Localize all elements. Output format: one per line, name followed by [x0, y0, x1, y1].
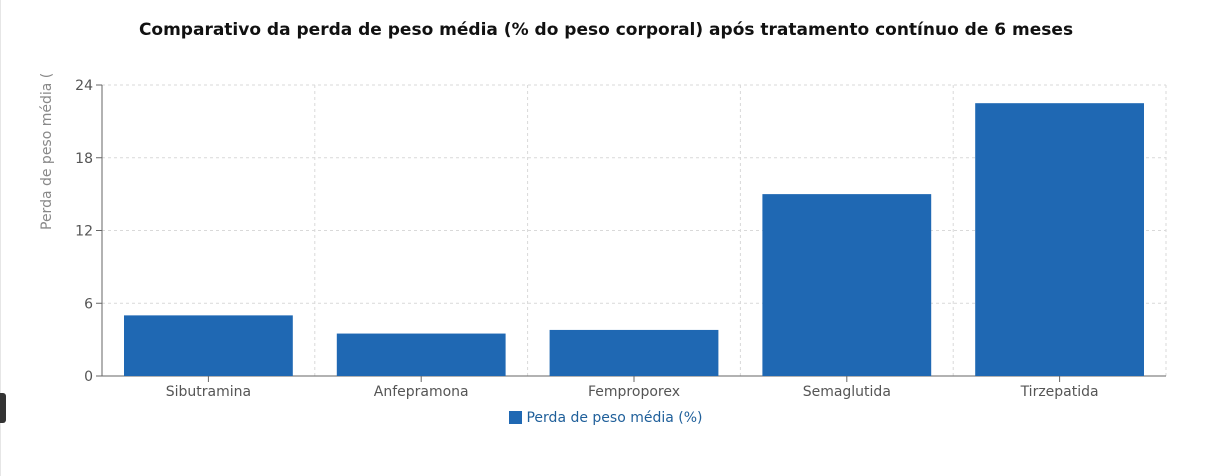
chart-title: Comparativo da perda de peso média (% do… — [138, 20, 1074, 40]
bar-tirzepatida — [975, 103, 1144, 376]
y-axis-title: Perda de peso média ( — [39, 73, 55, 230]
x-tick-label: Sibutramina — [166, 384, 251, 400]
x-tick-label: Femproporex — [588, 384, 680, 400]
bar-sibutramina — [124, 315, 293, 376]
bar-semaglutida — [762, 194, 932, 376]
y-tick-label: 6 — [84, 296, 93, 312]
x-tick-label: Tirzepatida — [1020, 384, 1099, 400]
side-panel-handle[interactable] — [0, 393, 6, 423]
bar-femproporex — [549, 329, 719, 376]
legend-label: Perda de peso média (%) — [526, 410, 703, 426]
y-tick-label: 24 — [75, 78, 93, 94]
y-tick-label: 12 — [75, 224, 93, 240]
window-left-edge — [0, 0, 1, 476]
y-tick-label: 0 — [84, 369, 93, 385]
legend-swatch — [509, 411, 523, 424]
bar-anfepramona — [336, 333, 506, 376]
y-tick-label: 18 — [75, 151, 93, 167]
x-tick-label: Semaglutida — [803, 384, 891, 400]
x-tick-label: Anfepramona — [374, 384, 469, 400]
chart-legend: Perda de peso média (%) — [0, 410, 1212, 426]
